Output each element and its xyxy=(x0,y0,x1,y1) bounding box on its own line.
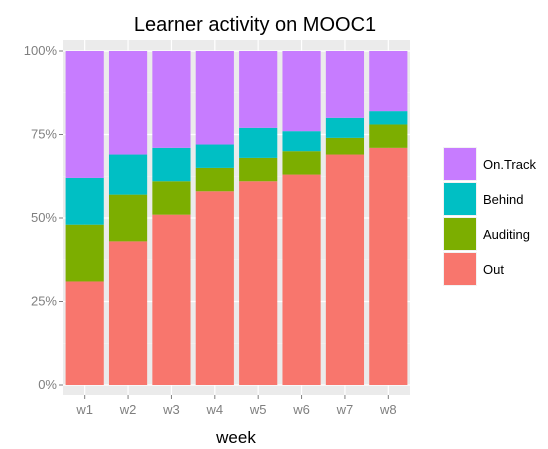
bar-segment-out-w8 xyxy=(369,147,408,385)
bar-segment-behind-w1 xyxy=(65,177,104,225)
bar-segment-behind-w4 xyxy=(195,144,234,168)
bar-segment-auditing-w4 xyxy=(195,167,234,192)
bar-segment-auditing-w3 xyxy=(152,181,191,215)
bar-segment-on-track-w3 xyxy=(152,51,191,148)
y-tick-label: 75% xyxy=(31,127,57,142)
legend-label: Out xyxy=(483,262,504,277)
bar-segment-behind-w8 xyxy=(369,111,408,125)
x-tick-label: w1 xyxy=(75,402,93,417)
x-tick-label: w5 xyxy=(249,402,267,417)
x-axis: w1 w2 w3 w4 w5 w6 w7 w8 xyxy=(75,395,397,417)
legend-swatch-on-track xyxy=(444,148,476,180)
bar-segment-on-track-w5 xyxy=(239,51,278,128)
x-tick-label: w3 xyxy=(162,402,180,417)
x-tick-label: w4 xyxy=(206,402,224,417)
x-tick-label: w7 xyxy=(336,402,354,417)
legend-swatch-behind xyxy=(444,183,476,215)
x-tick-label: w2 xyxy=(119,402,137,417)
x-tick-label: w8 xyxy=(379,402,397,417)
bars xyxy=(65,51,408,385)
bar-segment-out-w1 xyxy=(65,281,104,385)
bar-segment-on-track-w8 xyxy=(369,51,408,112)
y-tick-label: 50% xyxy=(31,210,57,225)
legend-swatch-auditing xyxy=(444,218,476,250)
y-tick-label: 25% xyxy=(31,294,57,309)
legend: On.Track Behind Auditing Out xyxy=(443,147,536,286)
legend-swatch-out xyxy=(444,253,476,285)
bar-segment-on-track-w1 xyxy=(65,51,104,178)
legend-label: On.Track xyxy=(483,157,536,172)
x-axis-title: week xyxy=(215,428,256,447)
legend-label: Auditing xyxy=(483,227,530,242)
bar-segment-auditing-w7 xyxy=(325,137,365,155)
bar-segment-out-w5 xyxy=(239,181,278,385)
bar-segment-auditing-w1 xyxy=(65,224,104,282)
bar-segment-out-w7 xyxy=(325,154,365,385)
bar-segment-on-track-w6 xyxy=(282,51,321,132)
bar-segment-behind-w2 xyxy=(108,154,148,195)
y-axis: 0% 25% 50% 75% 100% xyxy=(24,43,63,392)
bar-segment-auditing-w8 xyxy=(369,124,408,148)
chart-title: Learner activity on MOOC1 xyxy=(134,14,376,36)
bar-segment-on-track-w2 xyxy=(108,51,148,155)
bar-segment-behind-w3 xyxy=(152,147,191,182)
bar-segment-auditing-w2 xyxy=(108,194,148,242)
bar-segment-on-track-w4 xyxy=(195,51,234,145)
legend-label: Behind xyxy=(483,192,523,207)
bar-segment-behind-w5 xyxy=(239,127,278,158)
bar-segment-on-track-w7 xyxy=(325,51,365,118)
bar-segment-out-w3 xyxy=(152,214,191,385)
bar-segment-auditing-w6 xyxy=(282,151,321,175)
bar-segment-behind-w6 xyxy=(282,131,321,152)
bar-segment-behind-w7 xyxy=(325,117,365,138)
y-tick-label: 0% xyxy=(38,377,57,392)
bar-segment-out-w6 xyxy=(282,174,321,385)
bar-segment-out-w2 xyxy=(108,241,148,385)
bar-segment-auditing-w5 xyxy=(239,157,278,182)
y-tick-label: 100% xyxy=(24,43,58,58)
x-tick-label: w6 xyxy=(292,402,310,417)
bar-segment-out-w4 xyxy=(195,191,234,385)
